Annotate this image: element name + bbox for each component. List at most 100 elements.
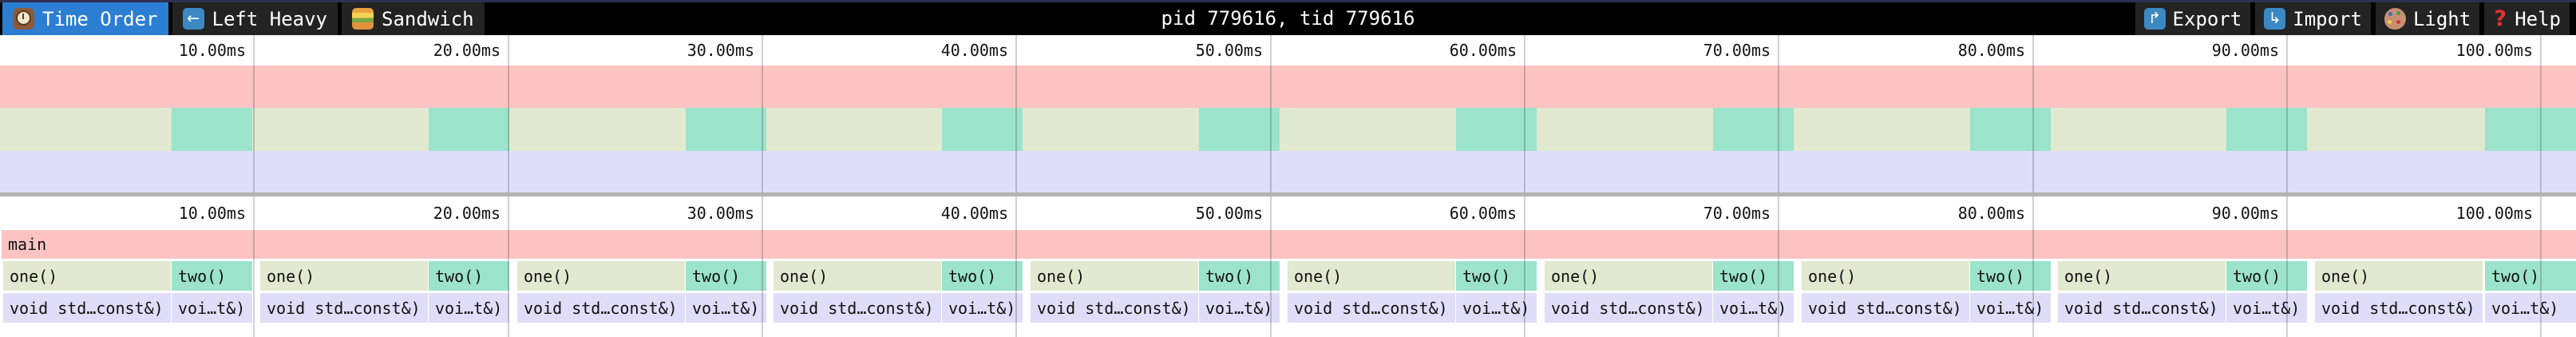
minimap-frame-two (172, 108, 252, 151)
time-tick-label: 100.00ms (2455, 41, 2533, 60)
frame-void-under-two[interactable]: voi…t&) (429, 293, 509, 323)
frame-two[interactable]: two() (942, 261, 1023, 291)
time-tick-label: 50.00ms (1195, 41, 1263, 60)
tab-left-heavy[interactable]: ← Left Heavy (172, 2, 338, 35)
minimap-frame-two (942, 108, 1023, 151)
frame-void-under-one[interactable]: void std…const&) (2058, 293, 2226, 323)
frame-void-under-one[interactable]: void std…const&) (1802, 293, 1969, 323)
time-tick-label: 40.00ms (940, 204, 1008, 223)
frame-void-under-two[interactable]: voi…t&) (686, 293, 766, 323)
frame-void-under-two[interactable]: voi…t&) (1456, 293, 1537, 323)
frame-void-under-one[interactable]: void std…const&) (2315, 293, 2483, 323)
time-tick-label: 60.00ms (1449, 204, 1517, 223)
frame-two[interactable]: two() (2226, 261, 2307, 291)
tab-label: Time Order (42, 7, 158, 30)
import-icon: ↳ (2264, 8, 2286, 30)
frame-void-under-one[interactable]: void std…const&) (1031, 293, 1198, 323)
frame-two[interactable]: two() (172, 261, 252, 291)
help-icon: ? (2494, 6, 2507, 31)
frame-one[interactable]: one() (260, 261, 428, 291)
clock-icon (13, 8, 34, 30)
time-tick-label: 20.00ms (433, 204, 501, 223)
tab-time-order[interactable]: Time Order (2, 2, 168, 35)
frame-one[interactable]: one() (1031, 261, 1198, 291)
frame-void-under-one[interactable]: void std…const&) (517, 293, 685, 323)
frame-one[interactable]: one() (1545, 261, 1712, 291)
minimap-frame-two (1199, 108, 1280, 151)
import-button[interactable]: ↳ Import (2255, 2, 2371, 35)
frame-void-under-two[interactable]: voi…t&) (2485, 293, 2576, 323)
export-icon: ↱ (2143, 8, 2166, 30)
help-button[interactable]: ? Help (2484, 2, 2570, 35)
frame-one[interactable]: one() (1288, 261, 1455, 291)
frame-two[interactable]: two() (429, 261, 509, 291)
minimap-frame-two (1713, 108, 1794, 151)
frame-two[interactable]: two() (1456, 261, 1537, 291)
sandwich-icon (352, 8, 374, 30)
time-tick-label: 70.00ms (1703, 204, 1771, 223)
frame-one[interactable]: one() (2058, 261, 2226, 291)
button-label: Import (2293, 7, 2362, 30)
button-label: Light (2412, 7, 2471, 30)
minimap-frame-void-band (0, 151, 2576, 192)
timeline-minimap[interactable]: 10.00ms 20.00ms 30.00ms 40.00ms 50.00ms 60.00… (0, 35, 2576, 192)
toolbar: Time Order ← Left Heavy Sandwich pid 779616… (0, 2, 2576, 35)
frame-void-under-one[interactable]: void std…const&) (1288, 293, 1455, 323)
frame-void-under-two[interactable]: voi…t&) (2226, 293, 2307, 323)
tab-sandwich[interactable]: Sandwich (342, 2, 485, 35)
view-mode-tabs: Time Order ← Left Heavy Sandwich (0, 2, 485, 35)
time-tick-label: 70.00ms (1703, 41, 1771, 60)
minimap-frame-two (686, 108, 766, 151)
minimap-frame-two (1456, 108, 1537, 151)
minimap-frame-two (1970, 108, 2051, 151)
frame-void-under-two[interactable]: voi…t&) (1713, 293, 1794, 323)
time-tick-label: 80.00ms (1957, 204, 2025, 223)
frame-one[interactable]: one() (774, 261, 941, 291)
time-tick-label: 60.00ms (1449, 41, 1517, 60)
frame-one[interactable]: one() (1802, 261, 1969, 291)
minimap-divider (0, 192, 2576, 196)
palette-icon (2384, 8, 2406, 30)
tab-label: Left Heavy (212, 7, 328, 30)
flame-row-depth1: one() two() one() two() one() two() one() two()… (0, 261, 2576, 291)
frame-two[interactable]: two() (1199, 261, 1280, 291)
frame-two[interactable]: two() (1970, 261, 2051, 291)
frame-void-under-one[interactable]: void std…const&) (774, 293, 941, 323)
time-tick-label: 20.00ms (433, 41, 501, 60)
light-button[interactable]: Light (2375, 2, 2480, 35)
time-tick-label: 30.00ms (687, 204, 754, 223)
minimap-frame-two (2226, 108, 2307, 151)
frame-void-under-one[interactable]: void std…const&) (260, 293, 428, 323)
tab-label: Sandwich (382, 7, 474, 30)
frame-void-under-two[interactable]: voi…t&) (1199, 293, 1280, 323)
time-tick-label: 10.00ms (178, 204, 246, 223)
frame-void-under-one[interactable]: void std…const&) (3, 293, 171, 323)
flame-row-depth2: void std…const&) voi…t&) void std…const&) v… (0, 293, 2576, 323)
frame-one[interactable]: one() (2315, 261, 2483, 291)
frame-void-under-two[interactable]: voi…t&) (1970, 293, 2051, 323)
frame-void-under-one[interactable]: void std…const&) (1545, 293, 1712, 323)
minimap-frame-main (0, 65, 2576, 108)
frame-main[interactable]: main (2, 230, 2576, 259)
window-top-border (0, 0, 2576, 2)
frame-void-under-two[interactable]: voi…t&) (172, 293, 252, 323)
flamegraph-view: main one() two() one() two() one() two() one()… (0, 196, 2576, 337)
time-tick-label: 10.00ms (178, 41, 246, 60)
time-tick-label: 50.00ms (1195, 204, 1263, 223)
button-label: Export (2172, 7, 2242, 30)
frame-two[interactable]: two() (2485, 261, 2576, 291)
time-tick-label: 100.00ms (2455, 204, 2533, 223)
time-tick-label: 30.00ms (687, 41, 754, 60)
button-label: Help (2515, 7, 2561, 30)
export-button[interactable]: ↱ Export (2135, 2, 2251, 35)
frame-two[interactable]: two() (686, 261, 766, 291)
minimap-frame-one-band (0, 108, 2576, 151)
frame-void-under-two[interactable]: voi…t&) (942, 293, 1023, 323)
time-tick-label: 90.00ms (2211, 41, 2279, 60)
frame-two[interactable]: two() (1713, 261, 1794, 291)
frame-one[interactable]: one() (3, 261, 171, 291)
toolbar-actions: ↱ Export ↳ Import Light? Help (2135, 2, 2576, 35)
frame-one[interactable]: one() (517, 261, 685, 291)
time-tick-label: 40.00ms (940, 41, 1008, 60)
